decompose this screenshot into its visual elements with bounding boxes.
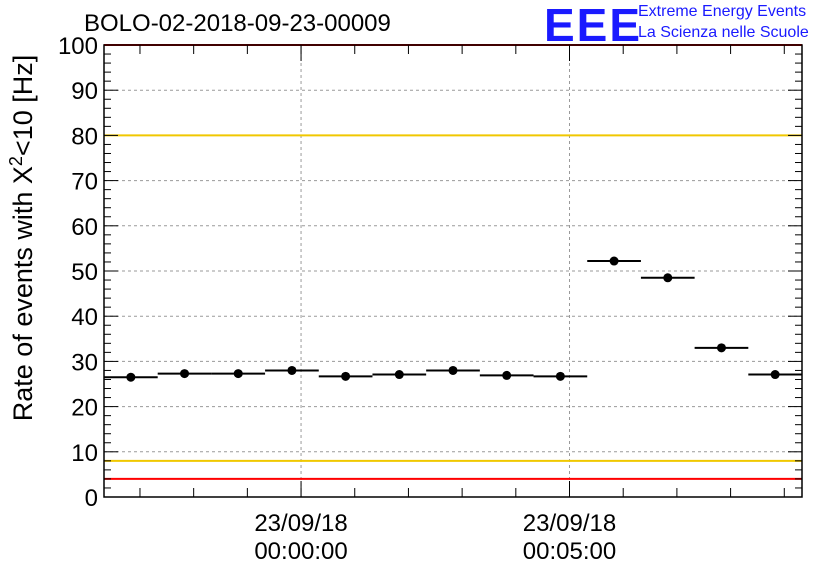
x-tick-label-time: 00:05:00: [523, 538, 616, 565]
reference-lines: [104, 44, 802, 480]
y-tick-label: 50: [71, 259, 98, 286]
y-tick-label: 10: [71, 440, 98, 467]
data-series: [104, 256, 802, 382]
x-tick-label-date: 23/09/18: [523, 510, 616, 537]
y-tick-label: 0: [85, 485, 98, 512]
y-tick-label: 70: [71, 169, 98, 196]
eee-logo-mark: EEE: [544, 0, 643, 51]
y-tick-label: 100: [58, 33, 98, 60]
data-point: [394, 370, 404, 380]
data-point: [341, 371, 351, 381]
grid-lines: [104, 45, 802, 497]
data-point: [287, 365, 297, 375]
data-point: [233, 369, 243, 379]
data-point: [448, 365, 458, 375]
y-tick-label: 90: [71, 78, 98, 105]
data-point: [663, 273, 673, 283]
y-axis-label: Rate of events with X2<10 [Hz]: [6, 55, 38, 421]
data-point: [126, 372, 136, 382]
data-point: [502, 370, 512, 380]
y-axis-label-sup: 2: [6, 156, 26, 166]
x-tick-label-date: 23/09/18: [254, 510, 347, 537]
y-tick-label: 30: [71, 349, 98, 376]
y-tick-label: 40: [71, 304, 98, 331]
y-tick-label: 60: [71, 214, 98, 241]
y-axis-label-tail: <10 [Hz]: [8, 55, 38, 156]
chart-title: BOLO-02-2018-09-23-00009: [84, 10, 391, 37]
data-point: [609, 256, 619, 266]
eee-logo: EEE Extreme Energy Events La Scienza nel…: [540, 0, 830, 51]
axes: 010203040506070809010023/09/1800:00:0023…: [58, 33, 803, 565]
logo-tagline-1: Extreme Energy Events: [638, 3, 807, 20]
y-axis-label-main: Rate of events with X: [8, 166, 38, 421]
x-tick-label-time: 00:00:00: [254, 538, 347, 565]
y-tick-label: 80: [71, 123, 98, 150]
logo-tagline-2: La Scienza nelle Scuole: [638, 24, 809, 41]
data-point: [555, 371, 565, 381]
y-tick-label: 20: [71, 395, 98, 422]
data-point: [716, 343, 726, 353]
data-point: [180, 369, 190, 379]
plot-frame: [103, 44, 803, 498]
data-point: [770, 370, 780, 380]
